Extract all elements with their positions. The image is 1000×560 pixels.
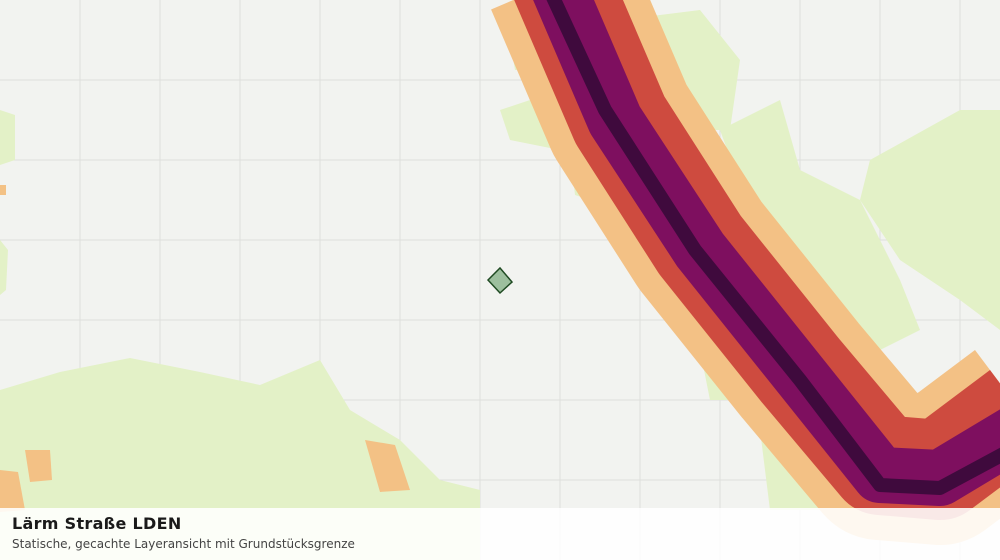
noise-zone-extreme (546, 0, 1000, 495)
noise-zone-medium-patches (0, 185, 410, 512)
road-noise-bands (491, 0, 1000, 545)
parcel-boundary (486, 266, 514, 295)
layer-title: Lärm Straße LDEN (12, 514, 182, 533)
legend-footer: Lärm Straße LDEN Statische, gecachte Lay… (0, 508, 1000, 560)
layer-subtitle: Statische, gecachte Layeransicht mit Gru… (12, 537, 355, 551)
